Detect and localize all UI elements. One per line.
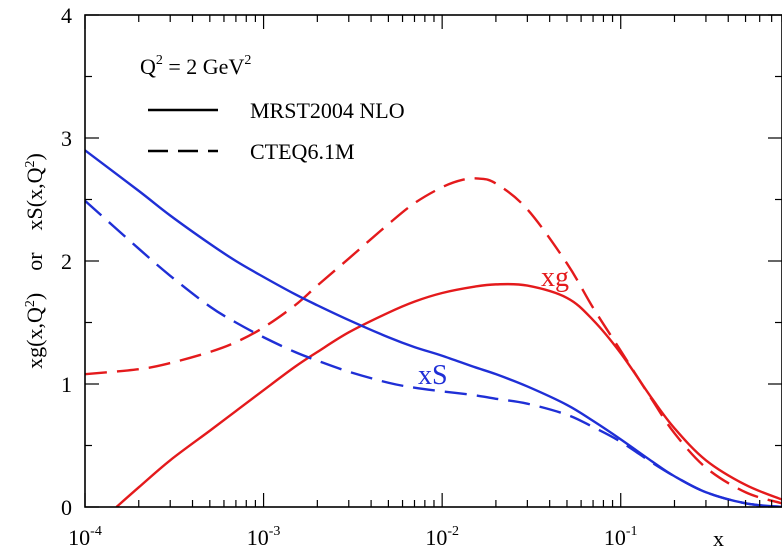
legend-label-cteq: CTEQ6.1M	[250, 139, 355, 164]
series-xg-dashed	[85, 177, 782, 505]
x-tick-base: 10	[247, 525, 269, 550]
series-xg-solid	[115, 282, 782, 507]
series-xs-solid	[85, 149, 782, 507]
x-tick-exp: -1	[626, 524, 638, 539]
annotation-xg: xg	[541, 262, 569, 293]
legend-label-mrst: MRST2004 NLO	[250, 98, 405, 123]
x-tick-label: 10-4	[68, 524, 102, 550]
y-axis-label: xg(x,Q2)orxS(x,Q2)	[22, 153, 47, 369]
y-label-xs: xS(x,Q	[22, 167, 47, 230]
y-tick-label: 0	[61, 495, 72, 520]
y-label-xg: xg(x,Q	[22, 307, 47, 369]
series-xs-dashed	[85, 199, 782, 507]
x-tick-label: 10-3	[247, 524, 281, 550]
x-tick-base: 10	[425, 525, 447, 550]
y-label-or: or	[22, 252, 47, 271]
x-tick-base: 10	[68, 525, 90, 550]
axis-ticks	[84, 14, 782, 508]
annotation-xs: xS	[418, 360, 448, 391]
y-tick-label: 2	[61, 249, 72, 274]
legend-title: Q2 = 2 GeV2	[140, 53, 251, 79]
x-axis-label: x	[713, 526, 724, 551]
x-tick-base: 10	[604, 525, 626, 550]
y-label-xs-close: )	[22, 153, 47, 160]
y-tick-label: 1	[61, 372, 72, 397]
y-tick-label: 3	[61, 126, 72, 151]
y-label-xs-sup: 2	[23, 161, 38, 168]
data-curves	[85, 149, 782, 507]
y-label-xg-sup: 2	[23, 300, 38, 307]
x-tick-exp: -2	[447, 524, 459, 539]
legend-title-q-sup: 2	[156, 53, 163, 68]
legend-title-q: Q	[140, 54, 156, 79]
y-label-xg-close: )	[22, 293, 47, 300]
x-tick-label: 10-1	[604, 524, 638, 550]
y-tick-label: 4	[61, 3, 72, 28]
legend-title-gev-sup: 2	[244, 53, 251, 68]
x-tick-label: 10-2	[425, 524, 459, 550]
x-tick-exp: -4	[90, 524, 102, 539]
legend-title-rest: = 2 GeV	[163, 54, 245, 79]
x-tick-exp: -3	[269, 524, 281, 539]
legend: Q2 = 2 GeV2 MRST2004 NLO CTEQ6.1M	[140, 53, 405, 164]
